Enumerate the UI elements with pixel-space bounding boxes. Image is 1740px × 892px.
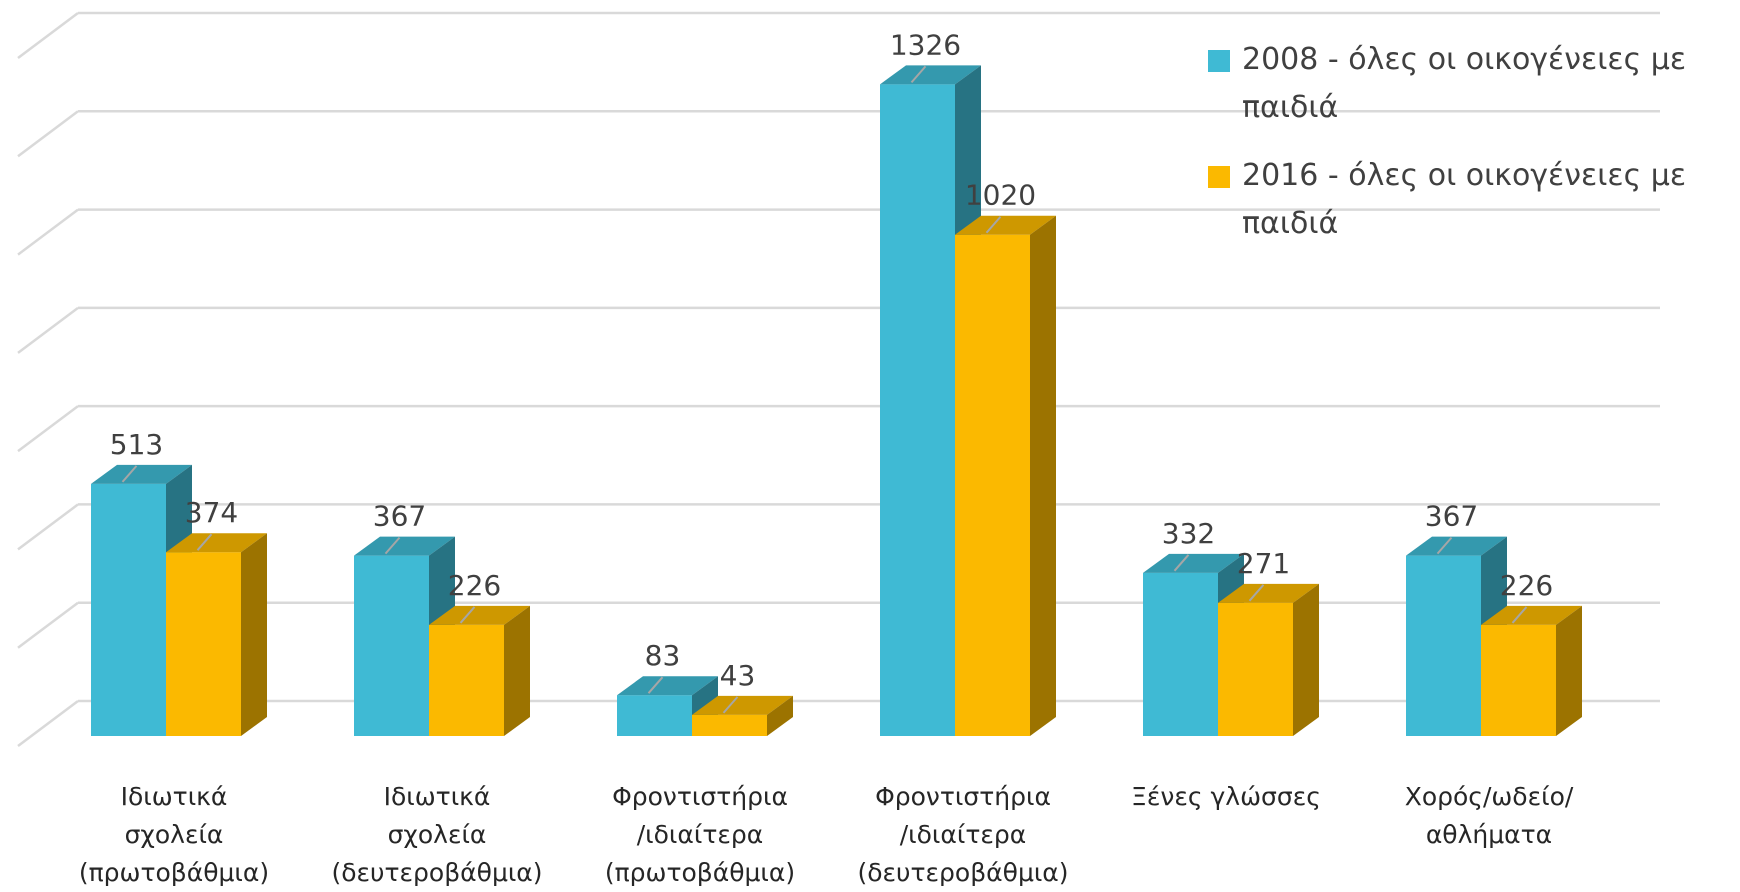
bar xyxy=(429,624,504,736)
x-tick-label: Φροντιστήρια /ιδιαίτερα (πρωτοβάθμια) xyxy=(604,782,796,887)
bar-side xyxy=(241,533,267,736)
data-label: 226 xyxy=(448,569,501,602)
x-tick-label: Χορός/ωδείο/ αθλήματα xyxy=(1404,782,1574,849)
bar-side xyxy=(1030,215,1056,736)
leader-line xyxy=(647,676,664,694)
legend-item: 2016 - όλες οι οικογένειες με παιδιά xyxy=(1208,152,1738,248)
leader-line xyxy=(985,216,1002,234)
bar-top xyxy=(1218,583,1319,603)
legend-swatch xyxy=(1208,50,1230,72)
bar-side xyxy=(1293,583,1319,736)
bar xyxy=(354,555,429,736)
data-label: 374 xyxy=(185,496,238,529)
bar-side xyxy=(504,605,530,736)
bar-top xyxy=(617,676,718,696)
legend-label: 2016 - όλες οι οικογένειες με παιδιά xyxy=(1242,158,1687,241)
bar-top xyxy=(955,215,1056,235)
bar xyxy=(1481,624,1556,736)
bar xyxy=(880,84,955,736)
bar-top xyxy=(166,533,267,553)
bar-top xyxy=(1143,553,1244,573)
data-label: 367 xyxy=(1425,500,1478,533)
bar-side xyxy=(767,695,793,736)
leader-line xyxy=(121,465,138,483)
x-tick-label: Φροντιστήρια /ιδιαίτερα (δευτεροβάθμια) xyxy=(857,782,1069,887)
x-tick-label: Ιδιωτικά σχολεία (δευτεροβάθμια) xyxy=(331,782,543,887)
bar-side xyxy=(1556,605,1582,736)
bar-top xyxy=(692,695,793,715)
data-label: 226 xyxy=(1500,569,1553,602)
leader-line xyxy=(910,65,927,84)
leader-line xyxy=(459,606,476,624)
grid-wall-line xyxy=(17,700,79,747)
leader-line xyxy=(384,536,401,555)
leader-line xyxy=(1436,536,1453,555)
bar-top xyxy=(880,65,981,85)
data-label: 513 xyxy=(110,428,163,461)
x-tick-label: Ξένες γλώσσες xyxy=(1131,782,1321,811)
grid-wall-line xyxy=(17,208,79,256)
bar-top xyxy=(1481,605,1582,625)
grid-wall-line xyxy=(17,12,79,59)
leader-line xyxy=(1248,584,1265,602)
bar xyxy=(692,714,767,736)
bar xyxy=(617,695,692,736)
bar xyxy=(166,552,241,736)
legend-swatch xyxy=(1208,166,1230,188)
data-label: 332 xyxy=(1162,517,1215,550)
data-label: 271 xyxy=(1237,547,1290,580)
leader-line xyxy=(1173,554,1190,572)
data-label: 83 xyxy=(645,639,681,672)
data-label: 1326 xyxy=(890,28,961,61)
bar-top xyxy=(91,464,192,484)
bar-top xyxy=(1406,536,1507,556)
legend-label: 2008 - όλες οι οικογένειες με παιδιά xyxy=(1242,42,1687,125)
bar xyxy=(1143,572,1218,736)
legend-item: 2008 - όλες οι οικογένειες με παιδιά xyxy=(1208,36,1738,132)
data-label: 367 xyxy=(373,500,426,533)
bar xyxy=(1218,602,1293,736)
data-label: 1020 xyxy=(965,179,1036,212)
x-tick-label: Ιδιωτικά σχολεία (πρωτοβάθμια) xyxy=(78,782,270,887)
grid-wall-line xyxy=(17,503,79,551)
leader-line xyxy=(722,696,739,714)
grid-wall-line xyxy=(17,405,79,453)
data-label: 43 xyxy=(720,659,756,692)
grid-wall-line xyxy=(17,306,79,354)
bar xyxy=(1406,555,1481,736)
leader-line xyxy=(196,533,213,551)
leader-line xyxy=(1511,606,1528,624)
grid-wall-line xyxy=(17,601,79,649)
bar-top xyxy=(354,536,455,556)
bar xyxy=(955,234,1030,736)
bar xyxy=(91,483,166,736)
bar-top xyxy=(429,605,530,625)
grid-wall-line xyxy=(17,110,79,158)
